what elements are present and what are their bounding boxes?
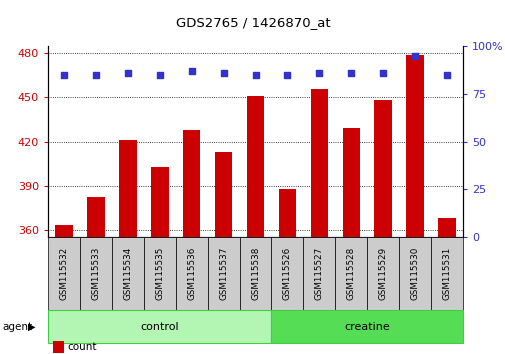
- Text: GSM115526: GSM115526: [282, 247, 291, 300]
- Text: GSM115530: GSM115530: [410, 247, 419, 300]
- Bar: [215, 152, 232, 237]
- Point: [92, 72, 100, 78]
- Text: GSM115538: GSM115538: [250, 247, 260, 300]
- Point: [346, 70, 355, 76]
- Bar: [406, 55, 423, 237]
- Bar: [183, 130, 200, 237]
- Text: creatine: creatine: [344, 321, 389, 332]
- Bar: [150, 167, 168, 237]
- Bar: [119, 140, 136, 237]
- Point: [156, 72, 164, 78]
- Point: [60, 72, 68, 78]
- Bar: [437, 218, 455, 237]
- Bar: [246, 96, 264, 237]
- Text: control: control: [140, 321, 179, 332]
- Text: count: count: [67, 342, 96, 352]
- Point: [442, 72, 450, 78]
- Text: agent: agent: [3, 321, 33, 332]
- Text: ▶: ▶: [28, 321, 35, 332]
- Point: [378, 70, 386, 76]
- Point: [283, 72, 291, 78]
- Bar: [87, 198, 105, 237]
- Text: GSM115537: GSM115537: [219, 247, 228, 300]
- Bar: [55, 225, 73, 237]
- Bar: [278, 189, 295, 237]
- Point: [124, 70, 132, 76]
- Point: [251, 72, 259, 78]
- Text: GSM115528: GSM115528: [346, 247, 355, 300]
- Text: GSM115527: GSM115527: [314, 247, 323, 300]
- Text: GSM115531: GSM115531: [442, 247, 450, 300]
- Bar: [342, 129, 360, 237]
- Text: GSM115535: GSM115535: [155, 247, 164, 300]
- Text: GSM115534: GSM115534: [123, 247, 132, 300]
- Bar: [310, 88, 328, 237]
- Text: GDS2765 / 1426870_at: GDS2765 / 1426870_at: [175, 16, 330, 29]
- Text: GSM115532: GSM115532: [60, 247, 68, 300]
- Point: [187, 68, 195, 74]
- Point: [315, 70, 323, 76]
- Text: GSM115533: GSM115533: [91, 247, 100, 300]
- Text: GSM115529: GSM115529: [378, 247, 387, 300]
- Bar: [374, 101, 391, 237]
- Point: [219, 70, 227, 76]
- Point: [410, 53, 418, 58]
- Text: GSM115536: GSM115536: [187, 247, 196, 300]
